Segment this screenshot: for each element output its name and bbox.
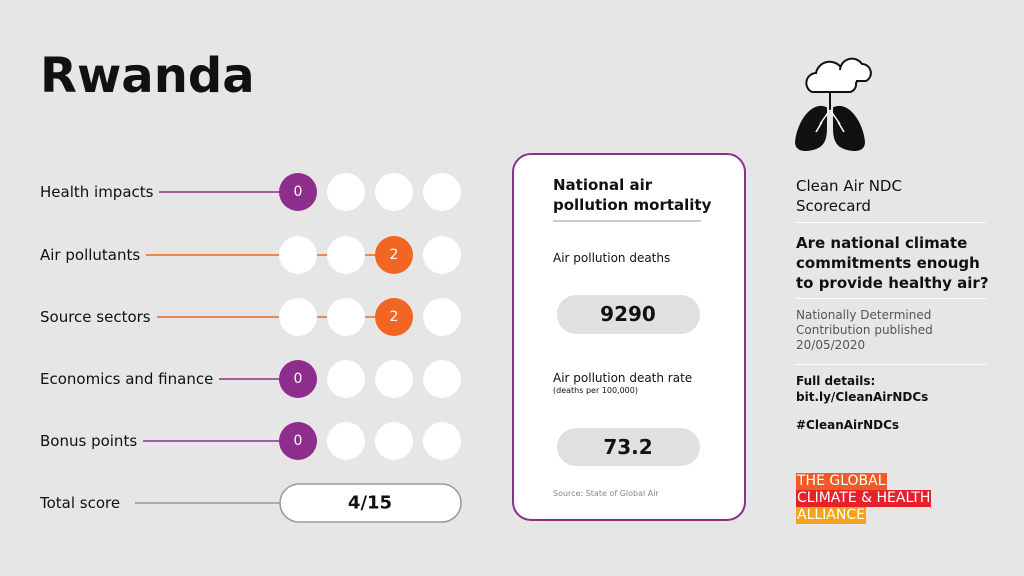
- row-label: Economics and finance: [40, 370, 214, 388]
- deaths-value: 9290: [600, 302, 656, 326]
- empty-dot: [375, 173, 413, 211]
- empty-dot: [375, 360, 413, 398]
- empty-dot: [423, 173, 461, 211]
- empty-dot: [423, 360, 461, 398]
- rate-note: (deaths per 100,000): [553, 386, 638, 395]
- divider: [796, 364, 986, 365]
- empty-dot: [423, 236, 461, 274]
- source: Source: State of Global Air: [553, 489, 659, 498]
- lungs-icon: [794, 57, 872, 151]
- logo-line: THE GLOBAL: [796, 473, 887, 490]
- row-label: Bonus points: [40, 432, 138, 450]
- total-label: Total score: [40, 494, 121, 512]
- row-label: Source sectors: [40, 308, 151, 326]
- empty-dot: [327, 298, 365, 336]
- score-label: 0: [293, 371, 303, 387]
- row-label: Health impacts: [40, 183, 154, 201]
- empty-dot: [327, 173, 365, 211]
- total-pill: [279, 483, 462, 523]
- empty-dot: [327, 236, 365, 274]
- rate-value: 73.2: [603, 435, 653, 459]
- empty-dot: [279, 298, 317, 336]
- deaths-label: Air pollution deaths: [553, 251, 671, 265]
- empty-dot: [327, 422, 365, 460]
- sidebar-heading: Clean Air NDC Scorecard: [796, 177, 902, 215]
- score-dot: [279, 422, 317, 460]
- deaths-pill: [557, 295, 700, 334]
- logo-line: CLIMATE & HEALTH: [796, 490, 932, 507]
- hashtag: #CleanAirNDCs: [796, 418, 900, 432]
- row-label: Air pollutants: [40, 246, 141, 264]
- logo-line: ALLIANCE: [796, 507, 866, 524]
- divider: [796, 298, 986, 299]
- divider: [796, 222, 986, 223]
- rate-label: Air pollution death rate: [553, 371, 693, 385]
- score-dot: [279, 360, 317, 398]
- mortality-card: [512, 153, 746, 521]
- total-value: 4/15: [347, 492, 393, 514]
- score-label: 2: [389, 247, 399, 263]
- score-label: 2: [389, 309, 399, 325]
- empty-dot: [327, 360, 365, 398]
- card-title: National air pollution mortality: [553, 176, 712, 214]
- published: Nationally Determined Contribution publi…: [796, 308, 933, 352]
- score-label: 0: [293, 433, 303, 449]
- score-label: 0: [293, 184, 303, 200]
- score-dot: [375, 236, 413, 274]
- empty-dot: [423, 298, 461, 336]
- empty-dot: [423, 422, 461, 460]
- details-link[interactable]: bit.ly/CleanAirNDCs: [796, 390, 929, 404]
- country-title: Rwanda: [40, 48, 255, 104]
- rate-pill: [557, 428, 700, 466]
- score-dot: [375, 298, 413, 336]
- empty-dot: [375, 422, 413, 460]
- empty-dot: [279, 236, 317, 274]
- score-dot: [279, 173, 317, 211]
- details-label: Full details:: [796, 374, 876, 388]
- question: Are national climate commitments enough …: [796, 234, 989, 292]
